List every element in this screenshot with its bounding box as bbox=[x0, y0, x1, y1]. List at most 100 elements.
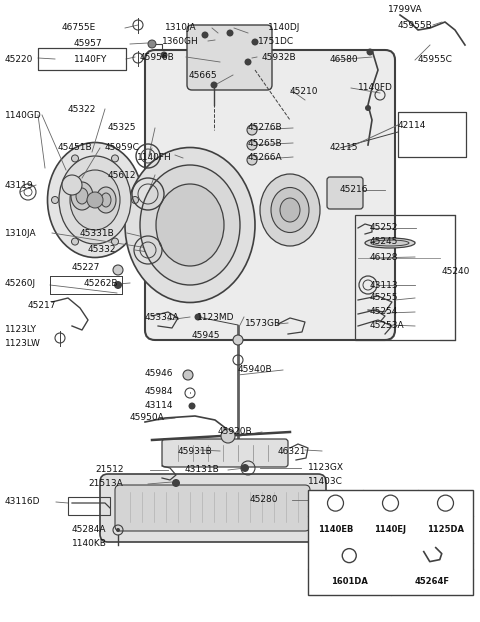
Text: 45612: 45612 bbox=[108, 170, 136, 180]
Ellipse shape bbox=[59, 156, 131, 244]
Text: 45920B: 45920B bbox=[218, 427, 252, 437]
FancyBboxPatch shape bbox=[327, 177, 363, 209]
FancyBboxPatch shape bbox=[100, 474, 326, 542]
Text: 45665: 45665 bbox=[189, 70, 217, 80]
Text: 1140EJ: 1140EJ bbox=[374, 525, 407, 534]
Text: 1123MD: 1123MD bbox=[197, 312, 235, 322]
Circle shape bbox=[72, 155, 79, 162]
Bar bbox=[38, 48, 126, 70]
Text: 42115: 42115 bbox=[330, 144, 359, 152]
Text: 1140FY: 1140FY bbox=[74, 55, 108, 63]
Circle shape bbox=[87, 192, 103, 208]
Ellipse shape bbox=[271, 187, 309, 233]
Circle shape bbox=[247, 155, 257, 165]
Text: 45946: 45946 bbox=[145, 368, 173, 378]
Circle shape bbox=[211, 82, 217, 88]
Text: 45245: 45245 bbox=[370, 238, 398, 246]
Circle shape bbox=[247, 140, 257, 150]
Bar bbox=[308, 490, 473, 595]
Text: 45332: 45332 bbox=[88, 246, 117, 254]
Text: 1573GB: 1573GB bbox=[245, 318, 281, 328]
Circle shape bbox=[221, 429, 235, 443]
Text: 45252: 45252 bbox=[370, 223, 398, 233]
Text: 45331B: 45331B bbox=[80, 228, 115, 238]
Ellipse shape bbox=[280, 198, 300, 222]
Text: 45932B: 45932B bbox=[262, 52, 297, 62]
Text: 45240: 45240 bbox=[442, 267, 470, 277]
Text: 43131B: 43131B bbox=[185, 465, 220, 475]
Circle shape bbox=[365, 105, 371, 111]
Text: 43113: 43113 bbox=[370, 281, 398, 289]
Text: 1125DA: 1125DA bbox=[427, 525, 464, 534]
FancyBboxPatch shape bbox=[162, 439, 288, 467]
Text: 46321: 46321 bbox=[278, 447, 307, 455]
Circle shape bbox=[111, 238, 119, 245]
Circle shape bbox=[72, 238, 79, 245]
Text: 21513A: 21513A bbox=[88, 480, 123, 488]
Circle shape bbox=[244, 58, 252, 65]
Circle shape bbox=[51, 197, 59, 203]
Text: 1140KB: 1140KB bbox=[72, 539, 107, 547]
Text: 11403C: 11403C bbox=[308, 476, 343, 486]
Text: 45322: 45322 bbox=[68, 104, 96, 113]
Text: 1360GH: 1360GH bbox=[162, 37, 199, 45]
Text: 45210: 45210 bbox=[290, 88, 319, 96]
Circle shape bbox=[113, 265, 123, 275]
Text: 1140GD: 1140GD bbox=[5, 111, 42, 119]
Text: 45255: 45255 bbox=[370, 294, 398, 302]
Text: 1310JA: 1310JA bbox=[5, 228, 36, 238]
Text: 45227: 45227 bbox=[72, 262, 100, 271]
Text: 45956B: 45956B bbox=[140, 52, 175, 62]
Circle shape bbox=[132, 197, 139, 203]
Text: 45945: 45945 bbox=[192, 332, 220, 340]
Text: 45254: 45254 bbox=[370, 307, 398, 317]
Text: 1140FH: 1140FH bbox=[137, 154, 172, 162]
FancyBboxPatch shape bbox=[115, 485, 310, 531]
Circle shape bbox=[233, 335, 243, 345]
Text: 45955B: 45955B bbox=[398, 21, 433, 29]
Ellipse shape bbox=[125, 147, 255, 302]
Circle shape bbox=[367, 49, 373, 55]
Text: 45955C: 45955C bbox=[418, 55, 453, 65]
Text: 45260J: 45260J bbox=[5, 279, 36, 287]
Circle shape bbox=[183, 370, 193, 380]
Text: 45284A: 45284A bbox=[72, 526, 107, 534]
Text: 1123LY: 1123LY bbox=[5, 325, 37, 335]
Bar bbox=[68, 497, 110, 515]
Text: 1140EB: 1140EB bbox=[318, 525, 353, 534]
Circle shape bbox=[247, 125, 257, 135]
Text: 43119: 43119 bbox=[5, 180, 34, 190]
Text: 1123GX: 1123GX bbox=[308, 463, 344, 473]
Ellipse shape bbox=[156, 184, 224, 266]
Text: 46580: 46580 bbox=[330, 55, 359, 65]
FancyBboxPatch shape bbox=[187, 25, 272, 90]
Ellipse shape bbox=[70, 170, 120, 230]
Text: 45217: 45217 bbox=[28, 300, 57, 310]
Ellipse shape bbox=[71, 182, 93, 210]
Text: 1123LW: 1123LW bbox=[5, 338, 41, 348]
Circle shape bbox=[189, 402, 195, 409]
Circle shape bbox=[148, 40, 156, 48]
Text: 45262B: 45262B bbox=[84, 279, 119, 287]
Text: 1799VA: 1799VA bbox=[388, 6, 422, 14]
Text: 45451B: 45451B bbox=[58, 144, 93, 152]
Text: 46128: 46128 bbox=[370, 253, 398, 261]
Text: 45950A: 45950A bbox=[130, 414, 165, 422]
Text: 1310JA: 1310JA bbox=[165, 24, 197, 32]
Text: 45265B: 45265B bbox=[248, 139, 283, 147]
Circle shape bbox=[116, 528, 120, 532]
Ellipse shape bbox=[260, 174, 320, 246]
Circle shape bbox=[114, 281, 122, 289]
Bar bbox=[355, 215, 455, 340]
Text: 45931B: 45931B bbox=[178, 447, 213, 455]
Circle shape bbox=[252, 39, 259, 45]
FancyBboxPatch shape bbox=[145, 50, 395, 340]
Circle shape bbox=[202, 32, 208, 39]
Text: 45957: 45957 bbox=[74, 40, 103, 49]
Text: 46755E: 46755E bbox=[62, 24, 96, 32]
Circle shape bbox=[160, 52, 168, 58]
Bar bbox=[50, 276, 122, 294]
Ellipse shape bbox=[76, 188, 88, 204]
Circle shape bbox=[241, 464, 249, 472]
Circle shape bbox=[431, 550, 437, 557]
